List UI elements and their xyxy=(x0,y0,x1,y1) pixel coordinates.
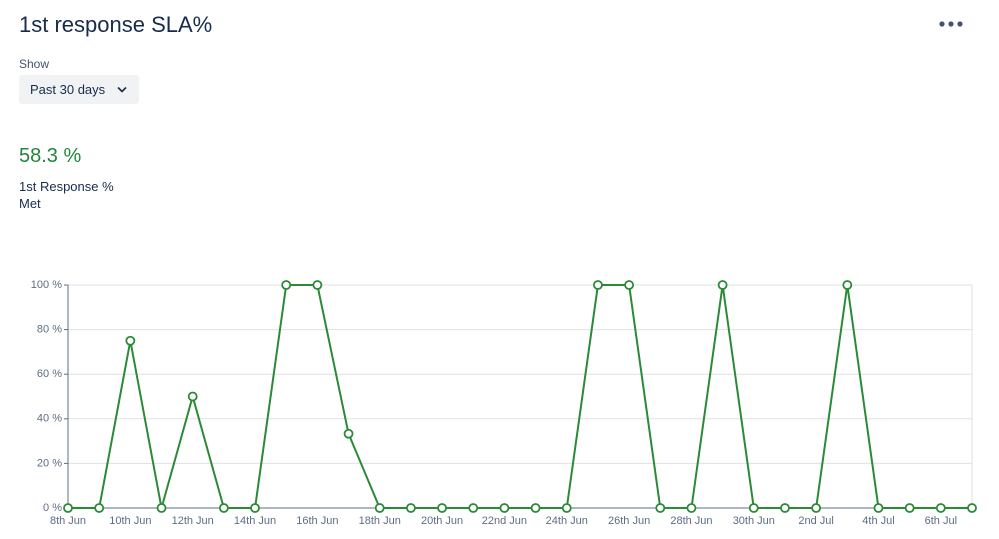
point xyxy=(218,503,229,513)
y-tick-label: 40 % xyxy=(37,413,62,425)
more-menu[interactable] xyxy=(938,14,964,34)
x-tick-label: 16th Jun xyxy=(296,515,338,527)
point xyxy=(967,503,977,513)
x-tick-label: 20th Jun xyxy=(421,515,463,527)
point xyxy=(125,335,136,346)
point xyxy=(748,503,759,513)
x-tick-label: 22nd Jun xyxy=(482,515,527,527)
point xyxy=(437,503,447,513)
x-tick-label: 26th Jun xyxy=(608,515,650,527)
point xyxy=(312,280,323,290)
point xyxy=(187,391,198,402)
x-tick-label: 8th Jun xyxy=(50,515,86,527)
x-tick-label: 28th Jun xyxy=(670,515,712,527)
point xyxy=(811,503,822,513)
point xyxy=(63,503,73,513)
point xyxy=(156,503,167,513)
x-tick-label: 14th Jun xyxy=(234,515,276,527)
point xyxy=(593,280,603,290)
point xyxy=(468,503,479,513)
line xyxy=(68,284,972,509)
x-tick-label: 30th Jun xyxy=(733,515,775,527)
point xyxy=(343,428,354,439)
point xyxy=(935,503,946,513)
x-tick-label: 2nd Jul xyxy=(798,515,833,527)
point xyxy=(250,503,260,513)
y-tick-label: 80 % xyxy=(37,324,62,336)
x-tick-label: 10th Jun xyxy=(109,515,151,527)
point xyxy=(842,280,853,290)
point xyxy=(686,503,697,513)
page-title: 1st response SLA% xyxy=(19,12,213,37)
x-tick-label: 6th Jul xyxy=(925,515,957,527)
filter-label: Show xyxy=(19,57,50,71)
chevron xyxy=(117,86,127,93)
point xyxy=(374,503,385,513)
y-tick-label: 60 % xyxy=(37,368,62,380)
point xyxy=(281,280,292,290)
period-dropdown[interactable]: Past 30 days xyxy=(19,75,139,104)
point xyxy=(717,280,728,290)
x-tick-label: 4th Jul xyxy=(862,515,894,527)
point xyxy=(780,503,790,513)
x-tick-label: 24th Jun xyxy=(546,515,588,527)
point xyxy=(499,503,510,513)
point xyxy=(904,503,915,513)
point xyxy=(530,503,541,513)
point xyxy=(561,503,572,513)
summary-label: 1st Response % Met xyxy=(19,179,114,211)
y-tick-label: 20 % xyxy=(37,457,62,469)
point xyxy=(873,503,884,513)
point xyxy=(94,503,105,513)
point xyxy=(655,503,666,513)
summary-value: 58.3 % xyxy=(19,145,82,167)
dropdown-value: Past 30 days xyxy=(30,82,106,97)
point xyxy=(405,503,416,513)
y-tick-label: 100 % xyxy=(31,279,62,291)
point xyxy=(624,280,635,290)
x-tick-label: 18th Jun xyxy=(359,515,401,527)
x-tick-label: 12th Jun xyxy=(172,515,214,527)
y-tick-label: 0 % xyxy=(43,502,62,514)
